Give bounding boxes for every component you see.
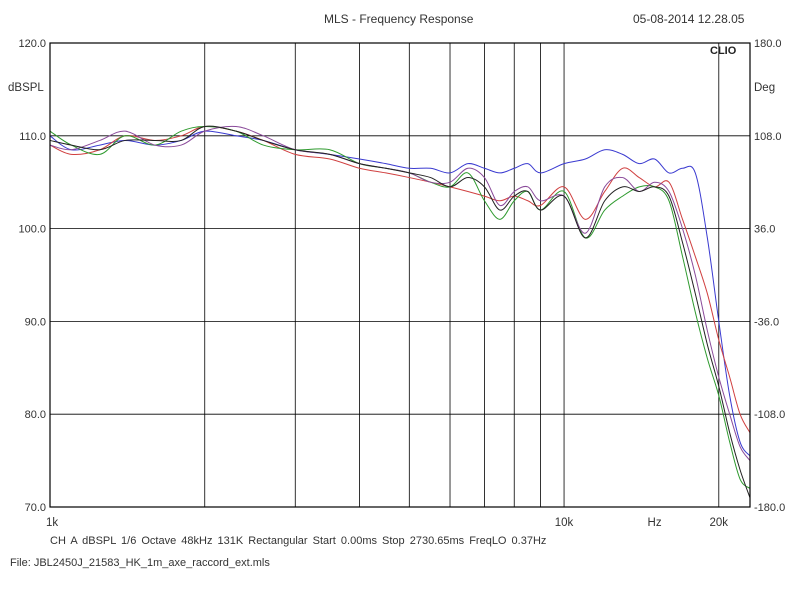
series-line-green — [49, 126, 751, 489]
series-line-blue — [49, 130, 751, 457]
chart-title: MLS - Frequency Response — [324, 12, 474, 26]
y-tick-label-left: 110.0 — [19, 131, 46, 143]
clio-logo: CLIO — [710, 45, 737, 57]
x-tick-label: 10k — [555, 517, 574, 529]
settings-line: CH A dBSPL 1/6 Octave 48kHz 131K Rectang… — [50, 535, 547, 547]
series-line-red — [49, 125, 751, 434]
series-line-purple — [49, 125, 751, 461]
y-tick-label-right: 180.0 — [754, 38, 782, 50]
x-tick-label: Hz — [648, 517, 662, 529]
y-tick-label-right: 108.0 — [754, 131, 782, 143]
y-axis-left-label: dBSPL — [8, 82, 44, 94]
y-tick-label-left: 120.0 — [18, 38, 46, 50]
y-tick-label-right: -180.0 — [754, 502, 785, 514]
y-tick-label-right: -36.0 — [754, 316, 779, 328]
y-tick-label-left: 70.0 — [25, 502, 46, 514]
plot-frame — [49, 42, 751, 508]
x-tick-label: 20k — [710, 517, 729, 529]
y-tick-label-left: 90.0 — [25, 316, 46, 328]
y-tick-label-left: 100.0 — [18, 224, 46, 236]
timestamp: 05-08-2014 12.28.05 — [633, 12, 745, 26]
y-tick-label-right: 36.0 — [754, 224, 775, 236]
y-axis-right-label: Deg — [754, 82, 776, 94]
x-tick-label: 1k — [46, 517, 58, 529]
series-line-black — [49, 125, 751, 498]
y-tick-label-left: 80.0 — [25, 409, 46, 421]
y-tick-label-right: -108.0 — [754, 409, 785, 421]
file-name: File: JBL2450J_21583_HK_1m_axe_raccord_e… — [10, 557, 270, 569]
